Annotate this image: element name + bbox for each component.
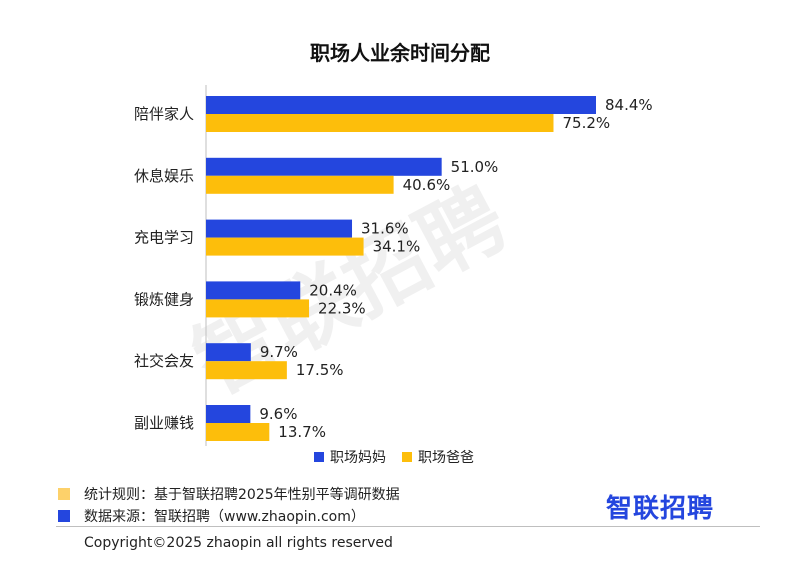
brand-logo: 智联招聘 [606,494,715,524]
bar-mom [206,157,442,176]
data-label: 31.6% [361,220,409,238]
bar-dad [206,423,270,441]
data-label: 84.4% [605,96,653,114]
note-source-text: 数据来源：智联招聘（www.zhaopin.com） [84,509,365,525]
bar-dad [206,237,364,256]
note-rule-marker [58,488,70,500]
category-label: 锻炼健身 [134,290,194,308]
legend-label: 职场妈妈 [330,450,386,466]
data-label: 9.6% [259,405,297,423]
note-rule: 统计规则：基于智联招聘2025年性别平等调研数据 [58,484,400,504]
bar-dad [206,361,287,380]
legend-swatch [402,452,412,462]
data-label: 13.7% [278,423,326,441]
legend-label: 职场爸爸 [418,450,474,466]
bar-chart: 智联招聘 职场人业余时间分配 陪伴家人 84.4%75.2%休息娱乐 51.0%40… [134,41,653,466]
category-label: 社交会友 [134,352,194,370]
bar-dad [206,175,394,194]
data-label: 22.3% [318,299,366,317]
note-rule-text: 统计规则：基于智联招聘2025年性别平等调研数据 [84,487,400,503]
bar-mom [206,96,596,114]
category-label: 充电学习 [134,229,194,247]
chart-title: 职场人业余时间分配 [310,41,490,65]
legend: 职场妈妈 职场爸爸 [314,450,474,466]
data-label: 34.1% [373,238,421,256]
legend-swatch [314,452,324,462]
note-source: 数据来源：智联招聘（www.zhaopin.com） [58,506,365,526]
bar-mom [206,405,251,423]
data-label: 17.5% [296,361,344,379]
note-source-marker [58,510,70,522]
bar-dad [206,114,554,132]
category-label: 休息娱乐 [134,167,194,185]
data-label: 20.4% [309,281,357,299]
bar-mom [206,219,353,238]
data-label: 40.6% [403,176,451,194]
data-label: 51.0% [451,158,499,176]
category-label: 陪伴家人 [134,105,194,123]
bar-mom [206,281,301,300]
bar-mom [206,343,251,362]
footer-divider [56,526,760,527]
data-label: 75.2% [562,114,610,132]
copyright: Copyright©2025 zhaopin all rights reserv… [84,535,393,551]
bar-dad [206,299,310,318]
data-label: 9.7% [260,343,298,361]
category-label: 副业赚钱 [134,414,194,432]
